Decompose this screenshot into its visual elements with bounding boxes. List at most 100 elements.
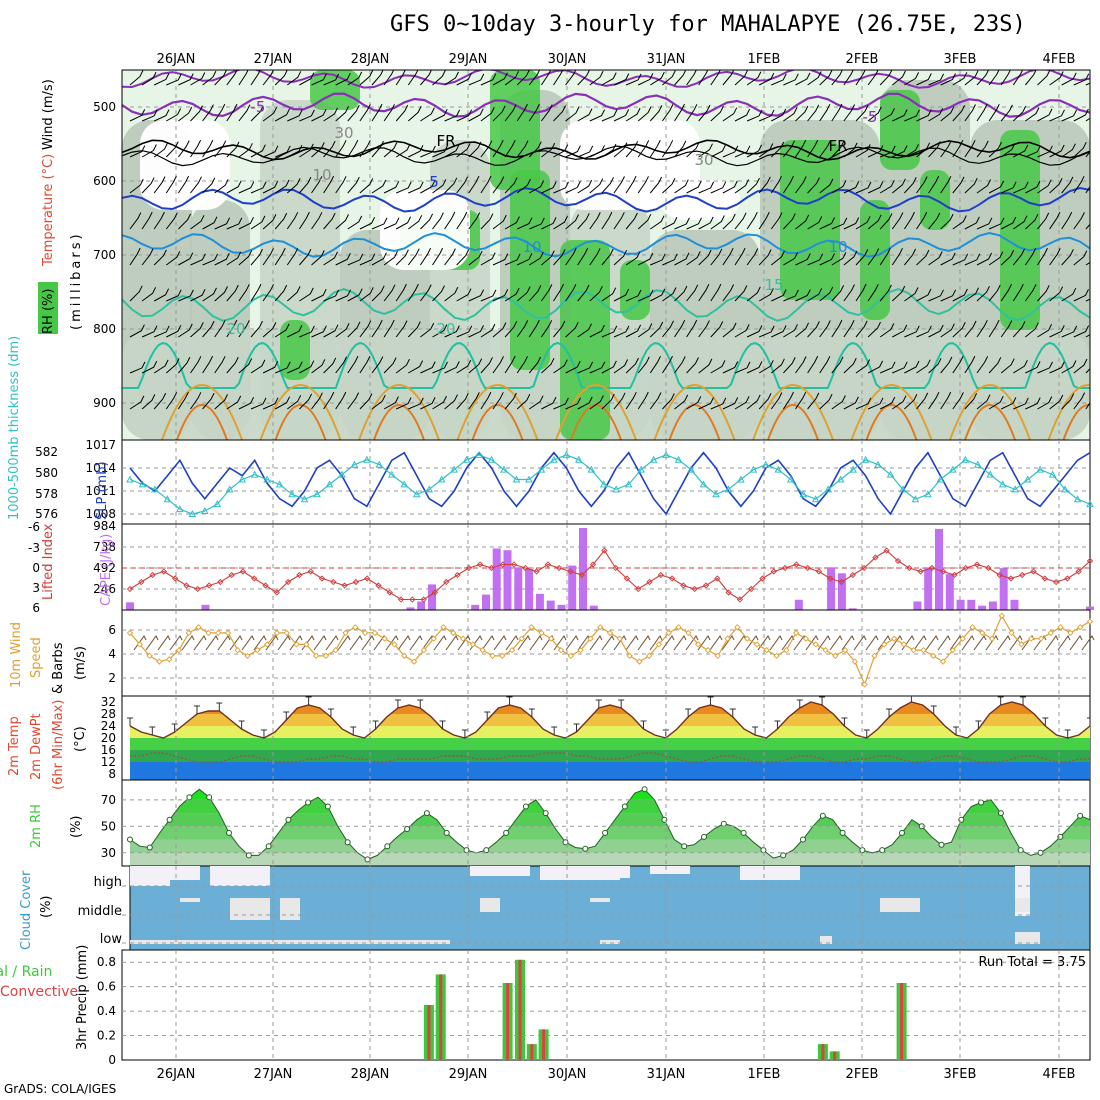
upper-barb xyxy=(262,145,279,158)
thickness-point xyxy=(363,455,371,463)
lifted-index-point xyxy=(420,596,427,603)
upper-barb xyxy=(407,248,420,266)
wind10m-point xyxy=(254,646,261,654)
upper-barb xyxy=(662,253,678,266)
upper-barb xyxy=(770,392,783,410)
upper-barb xyxy=(637,106,652,122)
lifted-index-point xyxy=(183,582,190,589)
wind10m-barb xyxy=(601,635,615,651)
thickness-point xyxy=(911,495,920,503)
upper-barb xyxy=(129,324,145,338)
contour-label-8: -5 xyxy=(863,108,878,126)
upper-barb xyxy=(783,357,796,374)
upper-barb xyxy=(178,323,193,338)
slp-tick-3: 1008 xyxy=(85,507,116,521)
date-top-7: 2FEB xyxy=(846,52,879,67)
lifted-index-point xyxy=(1041,575,1048,582)
cape-bar xyxy=(546,600,555,610)
upper-barb xyxy=(734,108,751,122)
upper-barb xyxy=(298,211,310,230)
upper-barb xyxy=(299,176,312,194)
upper-barb xyxy=(335,72,351,86)
upper-barb xyxy=(275,145,291,158)
upper-barb xyxy=(891,178,906,194)
lifted-index-point xyxy=(894,557,902,565)
wind10m-point xyxy=(734,624,741,631)
upper-barb xyxy=(214,179,229,194)
upper-barb xyxy=(408,215,423,230)
upper-barb xyxy=(698,249,712,266)
upper-barb xyxy=(541,104,553,122)
precip-axis-label: 3hr Precip (mm) xyxy=(75,945,90,1050)
upper-barb xyxy=(516,320,529,338)
wind10m-point xyxy=(753,641,761,648)
upper-barb xyxy=(468,212,481,230)
upper-barb xyxy=(674,285,688,302)
upper-barb xyxy=(867,321,881,338)
upper-barb xyxy=(129,70,144,86)
upper-barb xyxy=(722,247,734,266)
temp-tick-0: 32 xyxy=(101,695,116,709)
wind10m-barb xyxy=(865,635,879,651)
wind10m-barb xyxy=(841,635,855,651)
upper-barb xyxy=(722,145,739,158)
upper-barb xyxy=(843,142,858,158)
upper-barb xyxy=(214,356,226,374)
upper-barb xyxy=(867,360,884,374)
rh-legend-swatch xyxy=(38,282,58,334)
upper-barb xyxy=(625,391,637,410)
date-labels-bottom: 26JAN 27JAN 28JAN 29JAN 30JAN 31JAN 1FEB 2FEB 3F… xyxy=(157,1067,1076,1082)
rh-green-blob-5 xyxy=(620,260,650,320)
upper-barb xyxy=(202,104,214,122)
upper-barb xyxy=(783,73,799,86)
upper-barb xyxy=(577,145,594,158)
thickness-tick-1: 580 xyxy=(35,466,58,480)
wind10m-point xyxy=(822,646,829,654)
upper-barb xyxy=(468,73,485,86)
upper-barb xyxy=(674,103,685,122)
upper-barb xyxy=(226,217,243,230)
upper-barb xyxy=(456,288,472,302)
upper-barb xyxy=(976,356,989,374)
wind10m-point xyxy=(166,656,173,663)
upper-barb xyxy=(432,247,444,266)
thickness-point xyxy=(574,455,583,463)
upper-barb xyxy=(843,181,860,194)
upper-barb xyxy=(456,176,469,194)
millibars-axis-label: (millibars) xyxy=(69,231,84,330)
upper-barb xyxy=(1000,143,1016,158)
thickness-point xyxy=(412,490,421,498)
slp-thickness-panel: 1017 1014 1011 1008 582 580 578 576 1000-500mb … xyxy=(7,336,1094,525)
wind10m-barb xyxy=(613,635,627,651)
upper-barb xyxy=(662,320,674,338)
upper-barb xyxy=(904,287,919,302)
upper-barb xyxy=(795,105,809,122)
rh-tick-0: 70 xyxy=(101,793,116,807)
cloud-high-6 xyxy=(600,866,630,878)
temp-band-2 xyxy=(130,738,1090,750)
upper-barb xyxy=(504,104,517,122)
upper-barb xyxy=(166,73,182,86)
upper-barb xyxy=(686,319,698,338)
thickness-point xyxy=(811,495,820,503)
temp-tick-3: 20 xyxy=(101,731,116,745)
upper-barb xyxy=(819,70,833,86)
rh2m-unit-label: (%) xyxy=(69,816,84,839)
slp-series xyxy=(126,450,1094,517)
upper-barb xyxy=(177,175,190,194)
temp-whisker xyxy=(819,696,826,705)
upper-barb xyxy=(516,217,533,230)
lifted-index-point xyxy=(544,561,552,568)
upper-barb xyxy=(795,72,811,86)
cloud-high-2 xyxy=(210,866,240,886)
lifted-index-point xyxy=(533,568,540,575)
upper-barb xyxy=(613,109,630,122)
upper-barb xyxy=(311,73,327,86)
lifted-index-point xyxy=(239,568,247,575)
upper-barb xyxy=(601,248,614,266)
upper-barb xyxy=(456,325,473,338)
upper-barb xyxy=(1061,72,1077,86)
wind10m-barb xyxy=(649,635,663,651)
cape-bar xyxy=(589,605,598,610)
date-bottom-2: 28JAN xyxy=(351,1067,390,1082)
